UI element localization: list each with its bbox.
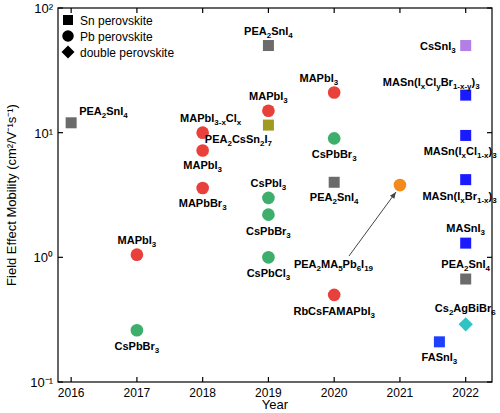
point-label: CsPbBr3 [115,340,160,355]
point-label: MASn(IxBr1-x)3 [422,190,497,205]
data-point [328,86,341,99]
x-tick [202,8,203,13]
point-label: Cs2AgBiBr6 [435,302,496,317]
y-tick-label: 10¹ [34,126,53,141]
data-point [460,174,471,185]
x-tick-label: 2020 [321,386,348,400]
legend-label: Sn perovskite [80,14,153,28]
y-tick [487,7,492,8]
x-tick [202,377,203,382]
x-tick-label: 2016 [58,386,85,400]
data-point [262,208,275,221]
y-tick [58,7,63,8]
legend-marker [62,30,74,42]
point-label: CsPbCl3 [247,267,291,282]
y-axis-label: Field Effect Mobility (cm²/V⁻¹s⁻¹) [4,104,19,286]
data-point [196,182,209,195]
x-tick [465,377,466,382]
data-point [262,251,275,264]
x-tick [268,8,269,13]
point-label: CsPbBr3 [312,148,357,163]
point-label: MASn(IxCl1-x)3 [424,145,498,160]
x-tick [399,8,400,13]
point-label: PEA2SnI4 [310,191,359,206]
point-label: RbCsFAMAPbI3 [293,305,375,320]
x-tick [71,8,72,13]
x-tick [465,8,466,13]
y-tick [487,257,492,258]
data-point [66,117,77,128]
x-tick-label: 2022 [452,386,479,400]
point-label: CsSnI3 [420,40,456,55]
x-tick [268,377,269,382]
data-point [459,317,473,331]
point-label: MAPbI3 [118,234,157,249]
point-label: CsPbI3 [251,177,287,192]
y-tick [58,381,63,382]
point-label: PEA2MA5Pb6I19 [294,258,374,273]
x-tick-label: 2018 [189,386,216,400]
legend: Sn perovskite Pb perovskite double perovsk… [62,14,175,60]
x-tick-label: 2017 [124,386,151,400]
point-label: PEA2SnI4 [441,258,490,273]
annotation-arrowhead [390,192,396,199]
labels: PEA2SnI4 PEA2SnI4 PEA2CsSn2I7 PEA2SnI4 FASnI… [79,25,497,366]
data-point [460,130,471,141]
x-tick [399,377,400,382]
data-point [460,238,471,249]
point-label: MAPbI3 [249,90,288,105]
data-point [263,40,274,51]
data-point [328,289,341,302]
x-tick [71,377,72,382]
point-label: CsPbBr3 [246,225,291,240]
data-point [131,324,144,337]
data-point [460,274,471,285]
data-point [131,248,144,261]
y-tick [58,132,63,133]
point-label: FASnI3 [422,351,458,366]
data-point [262,192,275,205]
x-tick-label: 2021 [387,386,414,400]
data-point [329,177,340,188]
data-point [328,132,341,145]
point-label: MASnI3 [446,222,485,237]
annotation-arrow [349,192,396,256]
data-point [196,144,209,157]
legend-label: double perovskite [80,46,174,60]
y-tick [487,132,492,133]
chart: 201620172018201920202021202210⁻¹10⁰10¹10… [0,0,500,413]
legend-marker [63,15,73,25]
point-label: PEA2CsSn2I7 [205,133,273,148]
point-label: MASn(IxClyBr1-x-y)3 [383,76,480,91]
point-label: PEA2SnI4 [79,105,128,120]
point-label: MAPbI3 [299,72,338,87]
x-tick [334,8,335,13]
point-label: PEA2SnI4 [244,25,293,40]
data-point [460,90,471,101]
data-point [434,336,445,347]
y-tick-label: 10² [34,1,53,16]
y-tick [487,381,492,382]
x-tick [136,377,137,382]
y-tick [58,257,63,258]
legend-marker [62,46,75,59]
point-label: MAPbI3-xClx [180,112,242,127]
x-axis-label: Year [262,397,289,412]
x-tick [334,377,335,382]
data-point [263,120,274,131]
y-tick-label: 10⁰ [34,250,53,265]
marks [66,40,473,347]
legend-label: Pb perovskite [80,30,153,44]
data-point [460,40,471,51]
point-label: MAPbI3 [183,159,222,174]
plot-frame [58,8,492,382]
data-point [262,104,275,117]
point-label: MAPbBr3 [179,197,227,212]
data-point [394,179,407,192]
x-tick [136,8,137,13]
y-tick-label: 10⁻¹ [30,375,53,390]
